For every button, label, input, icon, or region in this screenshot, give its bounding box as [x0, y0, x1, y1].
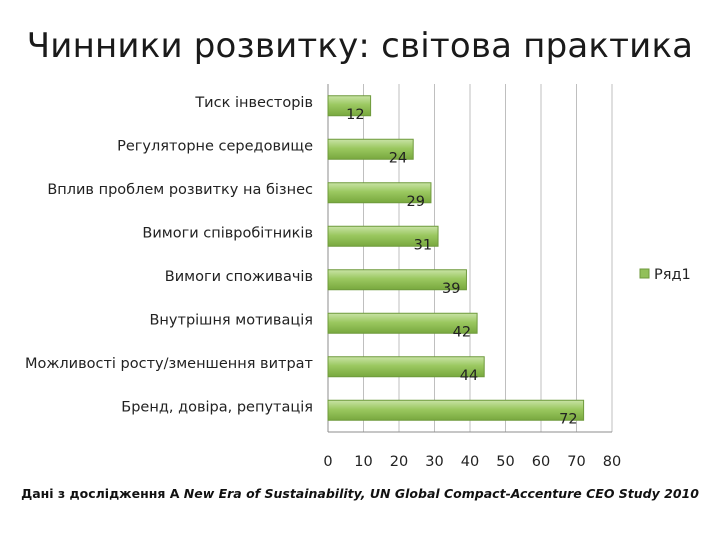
x-tick-label: 70 — [567, 454, 585, 470]
bar — [327, 399, 585, 421]
category-label: Вимоги споживачів — [165, 269, 313, 285]
data-label: 31 — [414, 237, 432, 253]
bar — [327, 138, 414, 160]
bars: 12 24 29 31 39 42 44 72 — [327, 95, 585, 427]
source-footnote: Дані з дослідження A New Era of Sustaina… — [0, 486, 720, 501]
legend-swatch — [639, 268, 650, 279]
legend: Ряд1 — [639, 267, 691, 283]
category-label: Внутрішня мотивація — [149, 312, 313, 328]
data-label: 72 — [559, 411, 577, 427]
x-tick-label: 40 — [461, 454, 479, 470]
x-tick-label: 30 — [425, 454, 443, 470]
x-tick-label: 60 — [532, 454, 550, 470]
footnote-prefix: Дані з дослідження A — [21, 486, 184, 501]
footnote-study-name: New Era of Sustainability, UN Global Com… — [183, 486, 699, 501]
data-label: 29 — [406, 194, 424, 210]
category-label: Вплив проблем розвитку на бізнес — [47, 182, 313, 198]
category-label: Регуляторне середовище — [117, 138, 313, 154]
slide-title: Чинники розвитку: світова практика — [26, 26, 694, 66]
bar — [327, 312, 478, 334]
legend-label: Ряд1 — [654, 267, 691, 283]
x-axis-ticks: 0 10 20 30 40 50 60 70 80 — [323, 454, 621, 470]
bar — [327, 225, 439, 247]
category-label: Бренд, довіра, репутація — [121, 399, 313, 415]
data-label: 39 — [442, 281, 460, 297]
bar — [327, 95, 372, 117]
x-tick-label: 80 — [603, 454, 621, 470]
category-labels: Тиск інвесторів Регуляторне середовище Впл… — [25, 95, 314, 416]
x-tick-label: 50 — [496, 454, 514, 470]
x-tick-label: 10 — [354, 454, 372, 470]
bar — [327, 182, 432, 204]
category-label: Можливості росту/зменшення витрат — [25, 356, 314, 372]
data-label: 42 — [453, 324, 471, 340]
x-tick-label: 20 — [390, 454, 408, 470]
bar — [327, 356, 485, 378]
x-tick-label: 0 — [323, 454, 332, 470]
data-label: 12 — [346, 107, 364, 123]
category-label: Вимоги співробітників — [142, 225, 313, 241]
bar-chart: 12 24 29 31 39 42 44 72 Тиск інвесторів Регулято… — [25, 84, 691, 470]
bar — [327, 269, 467, 291]
data-label: 44 — [460, 368, 478, 384]
data-label: 24 — [389, 150, 407, 166]
category-label: Тиск інвесторів — [194, 95, 313, 111]
